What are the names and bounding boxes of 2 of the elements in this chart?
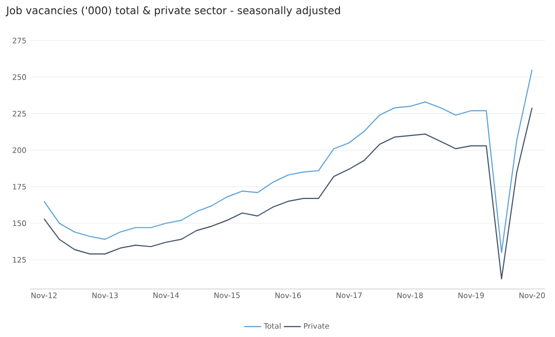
chart-title: Job vacancies ('000) total & private sector - seasonally adjusted	[6, 6, 340, 16]
line-series	[43, 69, 533, 254]
